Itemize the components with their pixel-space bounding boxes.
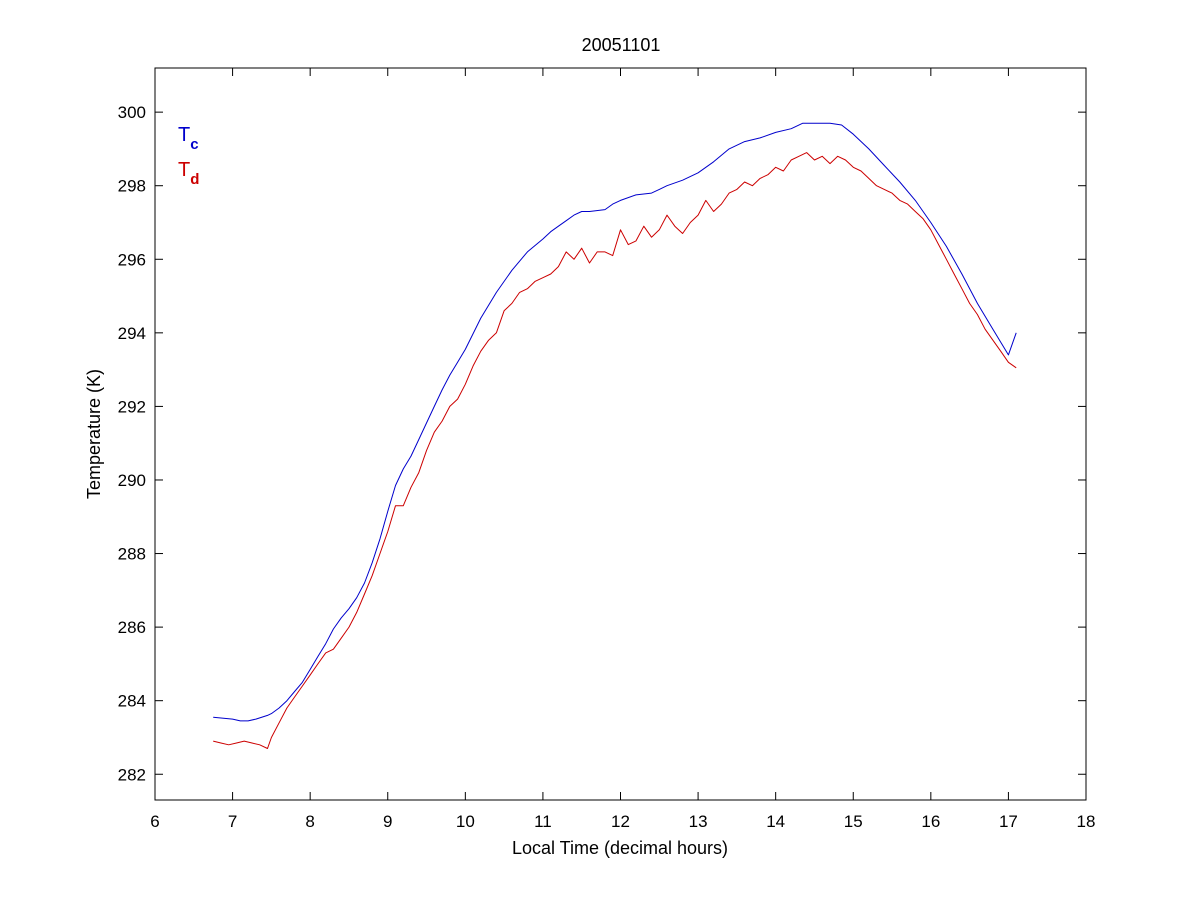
x-tick-label: 17 bbox=[999, 812, 1018, 831]
legend-label-main: T bbox=[178, 124, 190, 146]
legend-label-main: T bbox=[178, 159, 190, 181]
y-axis-ticks: 282 284 286 288 290 292 294 296 298 300 bbox=[118, 103, 1086, 784]
x-tick-label: 10 bbox=[456, 812, 475, 831]
x-tick-label: 12 bbox=[611, 812, 630, 831]
y-tick-label: 288 bbox=[118, 545, 146, 564]
y-tick-label: 282 bbox=[118, 765, 146, 784]
x-tick-label: 18 bbox=[1077, 812, 1096, 831]
y-tick-label: 296 bbox=[118, 250, 146, 269]
x-tick-label: 15 bbox=[844, 812, 863, 831]
y-axis-title: Temperature (K) bbox=[84, 369, 104, 499]
x-tick-label: 11 bbox=[534, 812, 552, 831]
legend-label-subscript: c bbox=[190, 136, 198, 153]
chart-title: 20051101 bbox=[582, 35, 661, 55]
y-tick-label: 294 bbox=[118, 324, 146, 343]
y-tick-label: 284 bbox=[118, 692, 146, 711]
y-tick-label: 290 bbox=[118, 471, 146, 490]
x-tick-label: 14 bbox=[766, 812, 785, 831]
series-line-tc bbox=[213, 122, 1017, 722]
y-tick-label: 292 bbox=[118, 397, 146, 416]
x-tick-label: 7 bbox=[228, 812, 237, 831]
x-axis-title: Local Time (decimal hours) bbox=[512, 838, 728, 858]
x-tick-label: 13 bbox=[689, 812, 708, 831]
y-tick-label: 286 bbox=[118, 618, 146, 637]
legend-label-tc: Tc bbox=[178, 124, 199, 153]
x-axis-ticks: 6 7 8 9 10 11 12 13 14 15 16 17 18 bbox=[150, 68, 1095, 831]
x-tick-label: 8 bbox=[305, 812, 314, 831]
legend-label-subscript: d bbox=[190, 171, 199, 188]
y-tick-label: 300 bbox=[118, 103, 146, 122]
y-tick-label: 298 bbox=[118, 177, 146, 196]
series-layer bbox=[213, 122, 1017, 749]
x-tick-label: 16 bbox=[921, 812, 940, 831]
series-line-td bbox=[213, 152, 1017, 749]
plot-area-frame bbox=[154, 67, 1087, 801]
x-tick-label: 9 bbox=[383, 812, 392, 831]
legend-label-td: Td bbox=[178, 159, 199, 188]
x-tick-label: 6 bbox=[150, 812, 159, 831]
